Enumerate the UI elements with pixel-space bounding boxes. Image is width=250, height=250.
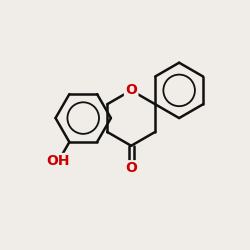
Text: OH: OH [46, 154, 70, 168]
Text: O: O [125, 84, 137, 98]
Text: O: O [125, 162, 137, 175]
